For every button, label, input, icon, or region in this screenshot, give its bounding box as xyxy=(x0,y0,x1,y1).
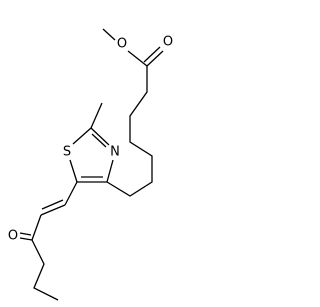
bonds xyxy=(19,28,164,301)
molecule: O O S N O xyxy=(8,28,173,301)
vinyl-bond xyxy=(40,204,66,216)
ketone-bond xyxy=(19,237,33,241)
ketone-bond xyxy=(19,232,32,236)
pentyl-chain xyxy=(31,239,59,301)
ester-bond xyxy=(127,50,148,67)
carbonyl-bond xyxy=(143,46,161,63)
atom-label: O xyxy=(117,37,127,52)
ring-bond xyxy=(91,133,107,148)
carbonyl-bond xyxy=(146,50,164,67)
ring-bond xyxy=(72,127,92,145)
methoxy-bond xyxy=(102,28,116,41)
ring-bond xyxy=(106,159,114,183)
methyl-bond xyxy=(90,102,103,129)
chain-bond xyxy=(31,214,42,241)
atom-label: N xyxy=(110,145,120,160)
vinyl-bond xyxy=(41,199,64,210)
atom-label: O xyxy=(8,229,18,244)
vinyl-bond xyxy=(64,181,78,206)
ring-bond xyxy=(69,159,78,183)
heptyl-chain xyxy=(106,66,153,197)
atom-label: O xyxy=(163,35,173,50)
atom-label: S xyxy=(63,145,71,160)
ring-bond xyxy=(90,127,110,146)
